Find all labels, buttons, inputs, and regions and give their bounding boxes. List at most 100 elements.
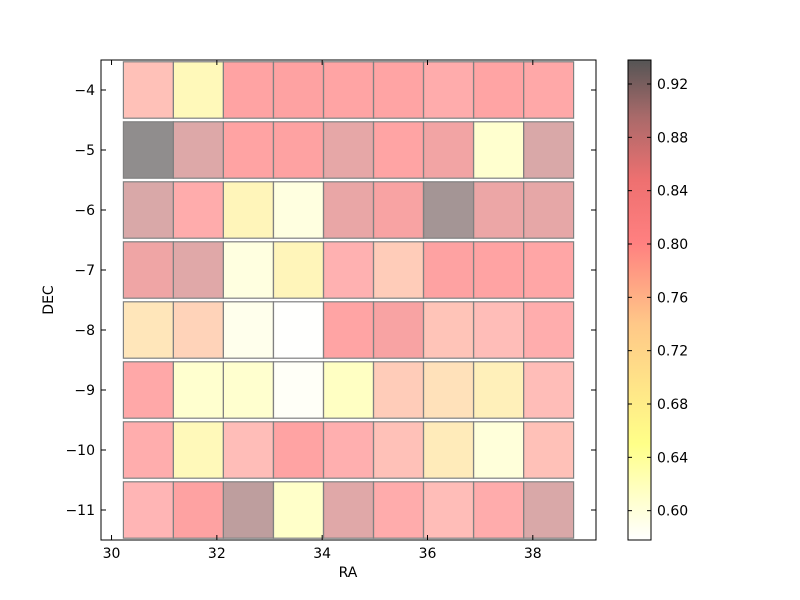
- colorbar: 0.60 0.64 0.68 0.72 0.76 0.80 0.84 0.88 0.92: [627, 59, 688, 541]
- colorbar-tick-label: 0.64: [657, 450, 688, 466]
- heatmap-cell: [372, 241, 425, 299]
- heatmap-cell: [222, 241, 274, 299]
- y-tick-label: −9: [74, 383, 95, 399]
- heatmap-cell: [172, 181, 224, 239]
- heatmap-cell: [372, 61, 425, 119]
- heatmap-cell: [172, 361, 224, 419]
- x-tick-label: 32: [208, 546, 226, 562]
- y-tick-label: −6: [74, 203, 95, 219]
- heatmap-cell: [122, 421, 175, 479]
- heatmap-cell: [272, 121, 325, 179]
- heatmap-cell: [272, 361, 325, 419]
- heatmap-cell: [272, 181, 325, 239]
- x-axis-label: RA: [339, 565, 358, 581]
- heatmap-cell: [172, 121, 224, 179]
- x-tick-label: 34: [313, 546, 331, 562]
- heatmap-cell: [172, 61, 224, 119]
- colorbar-tick-label: 0.72: [657, 344, 688, 360]
- heatmap-cell: [473, 61, 525, 119]
- heatmap-cell: [322, 421, 375, 479]
- colorbar-tick-label: 0.84: [657, 184, 688, 200]
- y-tick-label: −5: [74, 143, 95, 159]
- colorbar-ticks: 0.60 0.64 0.68 0.72 0.76 0.80 0.84 0.88 0.92: [628, 77, 688, 520]
- colorbar-gradient: [627, 59, 652, 541]
- y-axis-label: DEC: [41, 285, 57, 315]
- heatmap-cell: [122, 481, 175, 539]
- heatmap-cell: [272, 481, 325, 539]
- heatmap-cell: [372, 181, 425, 239]
- heatmap-cell: [122, 121, 175, 179]
- y-tick-label: −8: [74, 323, 95, 339]
- heatmap-cell: [172, 241, 224, 299]
- y-tick-label: −4: [74, 83, 95, 99]
- heatmap-cell: [522, 61, 575, 119]
- heatmap-cell: [322, 361, 375, 419]
- heatmap-cell: [272, 241, 325, 299]
- heatmap-cell: [422, 181, 475, 239]
- heatmap-cell: [222, 421, 274, 479]
- heatmap-cell: [422, 361, 475, 419]
- heatmap-cell: [122, 61, 175, 119]
- heatmap-cell: [422, 481, 475, 539]
- heatmap-cell: [222, 181, 274, 239]
- y-tick-label: −7: [74, 263, 95, 279]
- heatmap-cell: [522, 361, 575, 419]
- heatmap-cell: [422, 241, 475, 299]
- heatmap-cell: [372, 121, 425, 179]
- heatmap-cell: [522, 241, 575, 299]
- heatmap-cell: [322, 181, 375, 239]
- heatmap-cell: [122, 181, 175, 239]
- colorbar-tick-label: 0.88: [657, 130, 688, 146]
- y-tick-label: −11: [65, 503, 95, 519]
- heatmap-cell: [522, 481, 575, 539]
- heatmap-cell: [422, 121, 475, 179]
- colorbar-tick-label: 0.60: [657, 504, 688, 520]
- heatmap-cell: [372, 421, 425, 479]
- heatmap-cell: [222, 301, 274, 359]
- heatmap-cell: [372, 301, 425, 359]
- heatmap-cell: [422, 61, 475, 119]
- heatmap-cell: [422, 421, 475, 479]
- heatmap-cell: [172, 481, 224, 539]
- heatmap-cell: [372, 361, 425, 419]
- heatmap-cells: [122, 61, 575, 539]
- heatmap-cell: [222, 361, 274, 419]
- heatmap-cell: [122, 361, 175, 419]
- heatmap-cell: [322, 121, 375, 179]
- heatmap-cell: [522, 121, 575, 179]
- heatmap-cell: [172, 421, 224, 479]
- colorbar-tick-label: 0.76: [657, 290, 688, 306]
- heatmap-cell: [122, 241, 175, 299]
- heatmap-cell: [473, 301, 525, 359]
- heatmap-cell: [473, 121, 525, 179]
- y-tick-label: −10: [65, 443, 95, 459]
- x-tick-label: 36: [419, 546, 437, 562]
- heatmap-cell: [522, 181, 575, 239]
- heatmap-cell: [473, 181, 525, 239]
- heatmap-cell: [222, 481, 274, 539]
- heatmap-cell: [272, 61, 325, 119]
- heatmap-cell: [222, 121, 274, 179]
- heatmap-cell: [422, 301, 475, 359]
- heatmap-cell: [473, 241, 525, 299]
- colorbar-tick-label: 0.80: [657, 237, 688, 253]
- plot-frame: [100, 59, 597, 541]
- x-tick-label: 38: [524, 546, 542, 562]
- heatmap-cell: [473, 361, 525, 419]
- heatmap-cell: [322, 301, 375, 359]
- heatmap-cell: [372, 481, 425, 539]
- heatmap-cell: [272, 301, 325, 359]
- heatmap-cell: [522, 301, 575, 359]
- heatmap-cell: [172, 301, 224, 359]
- heatmap-cell: [222, 61, 274, 119]
- colorbar-tick-label: 0.92: [657, 77, 688, 93]
- heatmap-cell: [522, 421, 575, 479]
- heatmap-cell: [322, 61, 375, 119]
- heatmap-cell: [322, 241, 375, 299]
- heatmap-cell: [122, 301, 175, 359]
- x-axis-ticks: 30 32 34 36 38: [103, 60, 542, 562]
- heatmap-cell: [322, 481, 375, 539]
- y-axis-ticks: −4 −5 −6 −7 −8 −9 −10 −11: [65, 83, 596, 519]
- heatmap-cell: [473, 481, 525, 539]
